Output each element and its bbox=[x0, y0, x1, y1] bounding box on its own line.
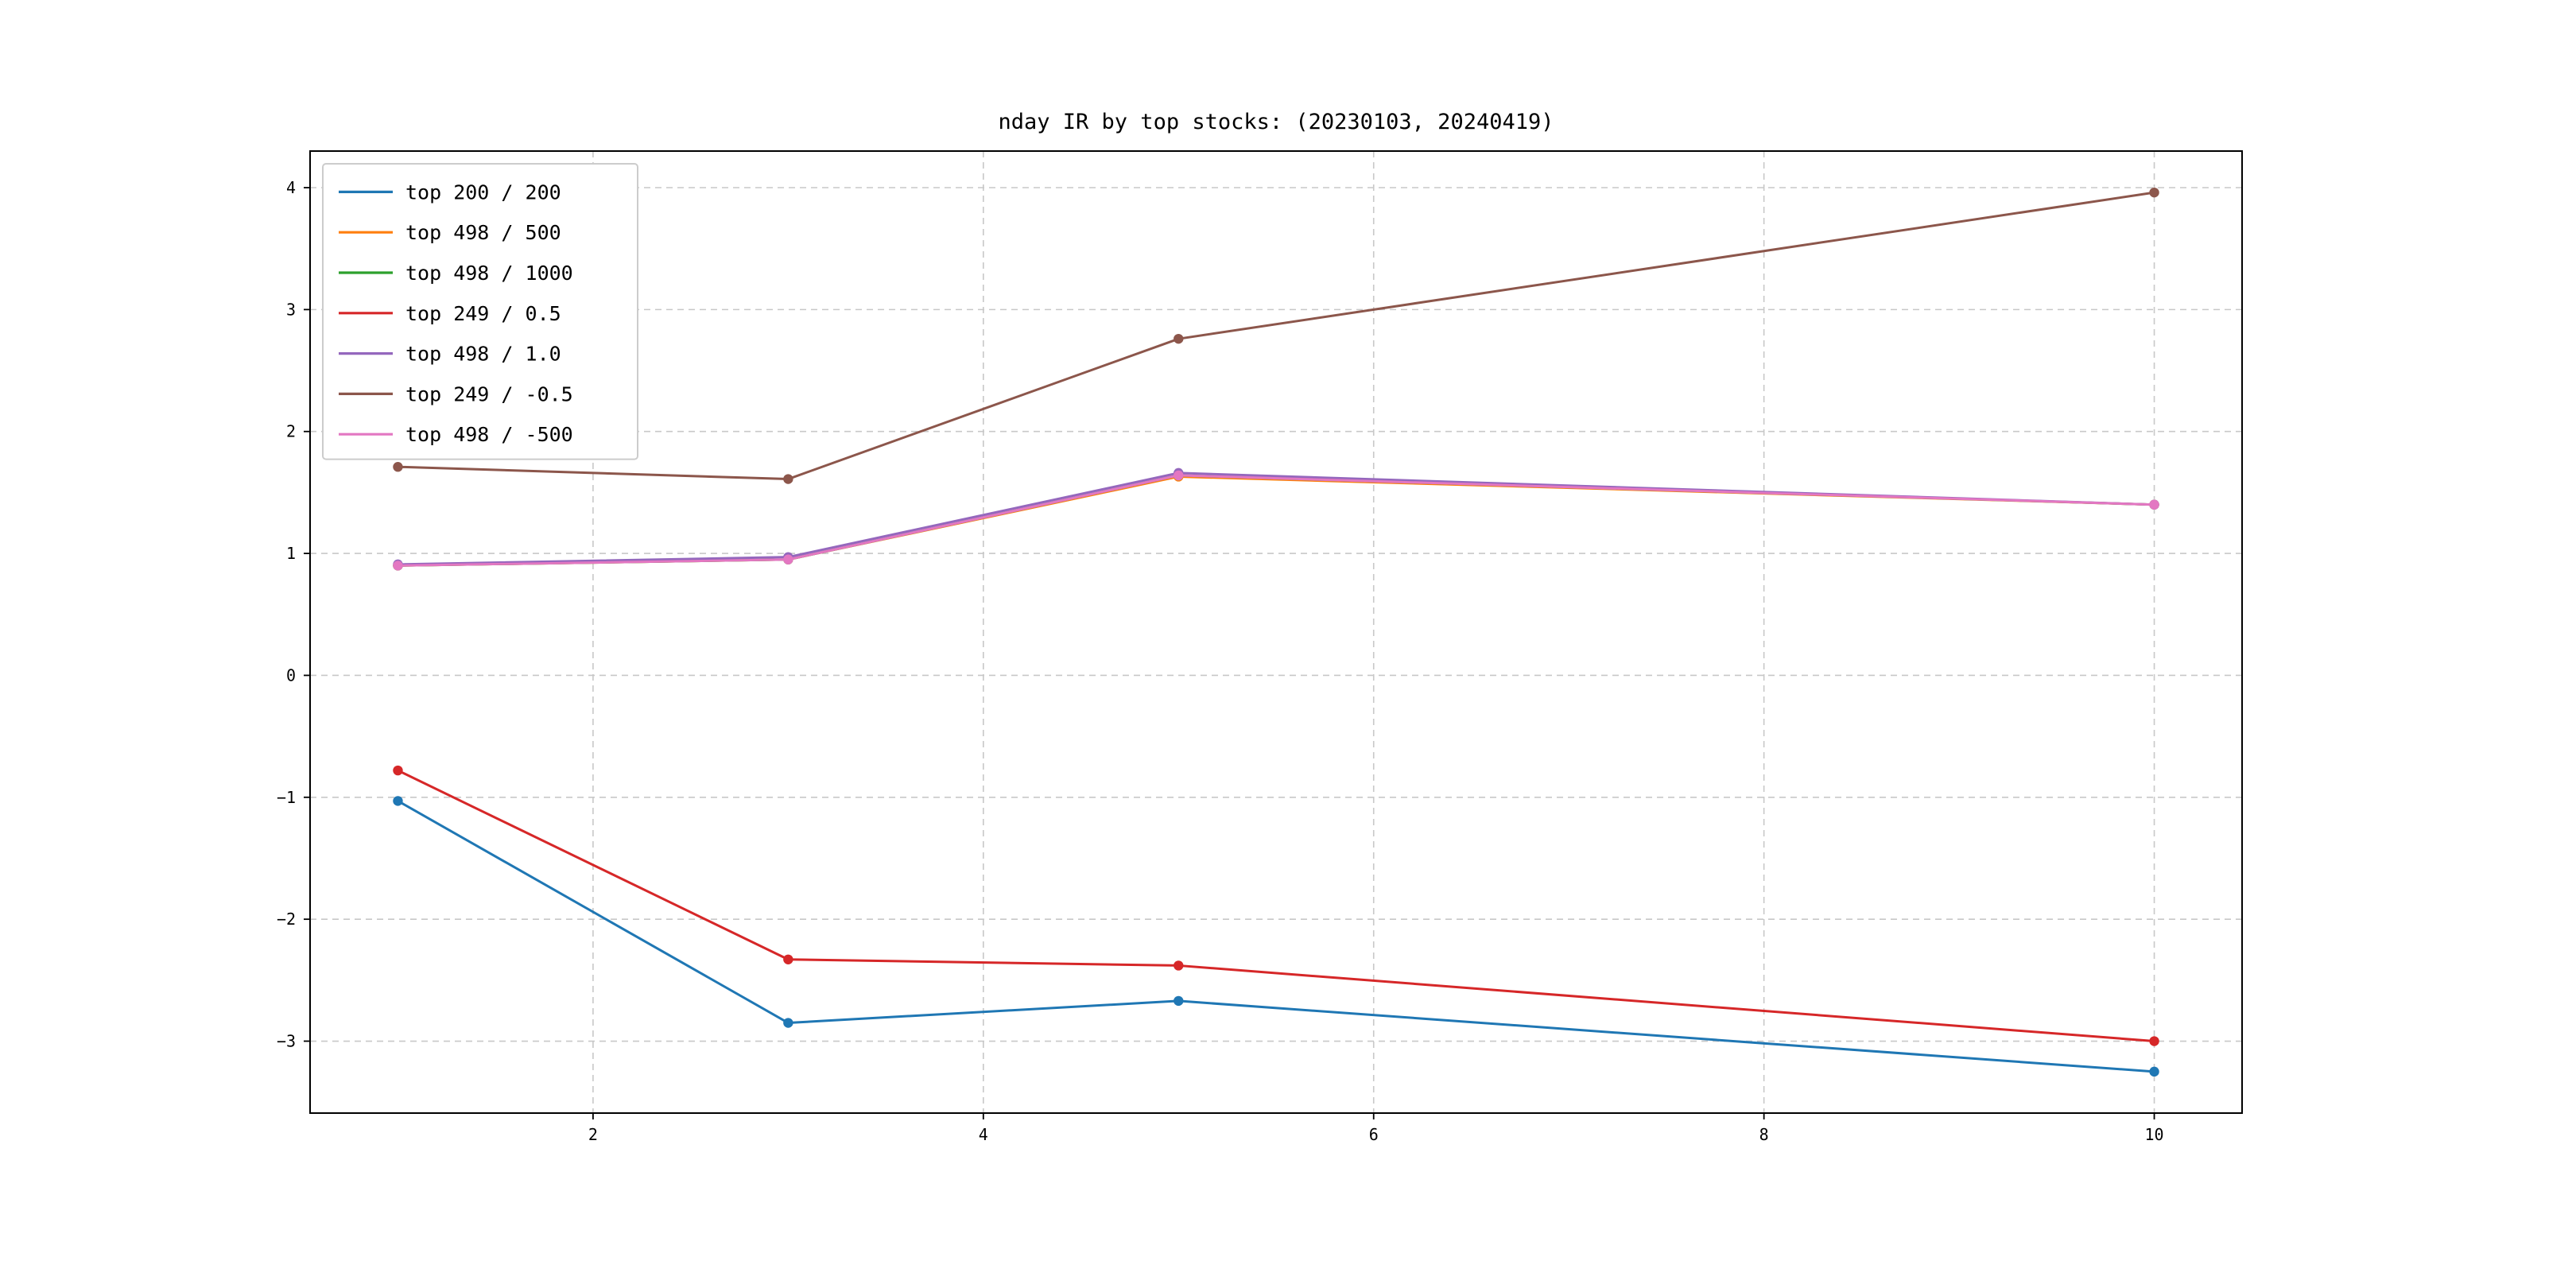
legend-box bbox=[322, 163, 638, 460]
x-tick-label: 2 bbox=[588, 1125, 598, 1144]
series-marker-top-249-0-5 bbox=[393, 461, 403, 472]
y-tick-label: 1 bbox=[286, 544, 296, 563]
series-line-top-498-1-0 bbox=[396, 471, 2156, 566]
legend-label-top-498-500: top 498 / 500 bbox=[405, 221, 561, 244]
x-tick-label: 4 bbox=[979, 1125, 988, 1144]
y-tick-label: −2 bbox=[277, 910, 296, 929]
y-tick-label: 3 bbox=[286, 300, 296, 319]
series-marker-top-498-500 bbox=[1174, 470, 1184, 481]
series-marker-top-249-0-5 bbox=[1174, 960, 1184, 971]
y-tick-label: 2 bbox=[286, 422, 296, 441]
series-marker-top-249-0-5 bbox=[2149, 1036, 2159, 1046]
chart-title: nday IR by top stocks: (20230103, 202404… bbox=[999, 110, 1554, 134]
y-tick-label: 4 bbox=[286, 178, 296, 197]
legend-label-top-498-1-0: top 498 / 1.0 bbox=[405, 343, 561, 366]
series-marker-top-249-0-5 bbox=[393, 765, 403, 776]
series-line-top-249-0-5 bbox=[396, 769, 2156, 1043]
series-marker-top-200-200 bbox=[2149, 1066, 2159, 1077]
plot-border bbox=[309, 150, 2243, 1114]
legend-label-top-498-500: top 498 / -500 bbox=[405, 423, 573, 446]
legend-label-top-200-200: top 200 / 200 bbox=[405, 180, 561, 204]
series-marker-top-249-0-5 bbox=[2149, 187, 2159, 198]
x-tick-label: 8 bbox=[1759, 1125, 1769, 1144]
legend-label-top-249-0-5: top 249 / -0.5 bbox=[405, 382, 573, 405]
series-line-top-498-500 bbox=[396, 474, 2156, 567]
series-marker-top-249-0-5 bbox=[1174, 333, 1184, 344]
series-marker-top-249-0-5 bbox=[783, 954, 793, 964]
y-tick-label: 0 bbox=[286, 665, 296, 685]
series-marker-top-498-500 bbox=[2149, 499, 2159, 510]
series-line-top-498-500 bbox=[396, 475, 2156, 567]
series-marker-top-249-0-5 bbox=[783, 474, 793, 484]
x-tick-label: 10 bbox=[2144, 1125, 2163, 1144]
series-line-top-200-200 bbox=[396, 799, 2156, 1073]
series-line-top-249-0-5 bbox=[396, 191, 2156, 481]
series-marker-top-498-500 bbox=[783, 554, 793, 564]
series-marker-top-200-200 bbox=[393, 796, 403, 806]
legend-label-top-249-0-5: top 249 / 0.5 bbox=[405, 302, 561, 325]
series-marker-top-200-200 bbox=[1174, 995, 1184, 1007]
series-marker-top-498-500 bbox=[393, 561, 403, 571]
y-tick-label: −1 bbox=[277, 788, 296, 807]
series-line-top-498-1000 bbox=[396, 474, 2156, 567]
x-tick-label: 6 bbox=[1369, 1125, 1379, 1144]
y-tick-label: −3 bbox=[277, 1032, 296, 1051]
legend-label-top-498-1000: top 498 / 1000 bbox=[405, 262, 573, 285]
series-marker-top-200-200 bbox=[783, 1018, 793, 1028]
